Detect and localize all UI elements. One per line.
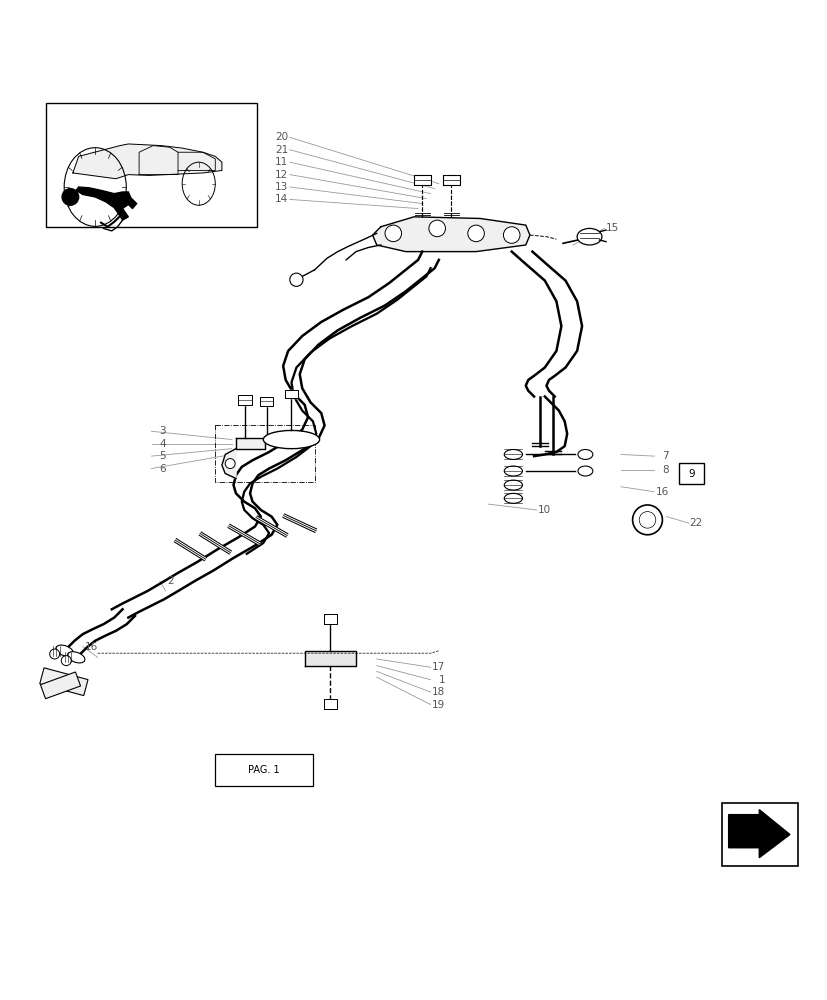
Text: 13: 13	[275, 182, 288, 192]
Circle shape	[632, 505, 662, 535]
Text: 8: 8	[662, 465, 668, 475]
Text: 19: 19	[432, 700, 445, 710]
Bar	[215, 754, 313, 786]
Text: 14: 14	[275, 194, 288, 204]
Text: 9: 9	[687, 469, 694, 479]
Text: 10: 10	[537, 505, 550, 515]
Polygon shape	[222, 449, 236, 478]
Ellipse shape	[504, 480, 522, 490]
Text: 6: 6	[159, 464, 165, 474]
Text: 15: 15	[605, 223, 619, 233]
Text: 5: 5	[159, 451, 165, 461]
Polygon shape	[414, 175, 430, 185]
Text: 22: 22	[688, 518, 701, 528]
Ellipse shape	[504, 466, 522, 476]
Ellipse shape	[577, 466, 592, 476]
Text: 18: 18	[432, 687, 445, 697]
Text: 12: 12	[275, 170, 288, 180]
Polygon shape	[323, 614, 337, 624]
Text: 16: 16	[84, 642, 98, 652]
Circle shape	[503, 227, 519, 243]
Ellipse shape	[504, 493, 522, 503]
Polygon shape	[372, 217, 529, 252]
Polygon shape	[284, 390, 298, 398]
Circle shape	[62, 189, 79, 205]
Circle shape	[50, 649, 60, 659]
Circle shape	[385, 225, 401, 242]
Polygon shape	[260, 396, 273, 406]
Bar	[40, 668, 88, 696]
Circle shape	[638, 512, 655, 528]
Text: 4: 4	[159, 439, 165, 449]
Ellipse shape	[55, 645, 74, 656]
Bar	[41, 672, 80, 699]
Polygon shape	[73, 144, 222, 179]
Bar	[678, 463, 703, 484]
Polygon shape	[728, 810, 789, 858]
Text: 20: 20	[275, 132, 288, 142]
Circle shape	[61, 656, 71, 666]
Polygon shape	[442, 175, 459, 185]
Text: 16: 16	[655, 487, 668, 497]
Polygon shape	[76, 187, 136, 220]
Text: 3: 3	[159, 426, 165, 436]
Bar	[45, 103, 256, 227]
Polygon shape	[304, 651, 356, 666]
Text: PAG. 1: PAG. 1	[248, 765, 280, 775]
Ellipse shape	[504, 449, 522, 459]
Bar	[721, 803, 797, 866]
Ellipse shape	[576, 228, 601, 245]
Text: 11: 11	[275, 157, 288, 167]
Circle shape	[428, 220, 445, 237]
Polygon shape	[238, 395, 251, 405]
Text: 2: 2	[167, 576, 174, 586]
Ellipse shape	[67, 652, 85, 663]
Text: 7: 7	[662, 451, 668, 461]
Text: 21: 21	[275, 145, 288, 155]
Polygon shape	[236, 438, 265, 449]
Circle shape	[467, 225, 484, 242]
Circle shape	[225, 459, 235, 469]
Circle shape	[289, 273, 303, 286]
Polygon shape	[323, 699, 337, 709]
Text: 17: 17	[432, 662, 445, 672]
Text: 1: 1	[438, 675, 445, 685]
Ellipse shape	[577, 449, 592, 459]
Ellipse shape	[263, 430, 319, 449]
